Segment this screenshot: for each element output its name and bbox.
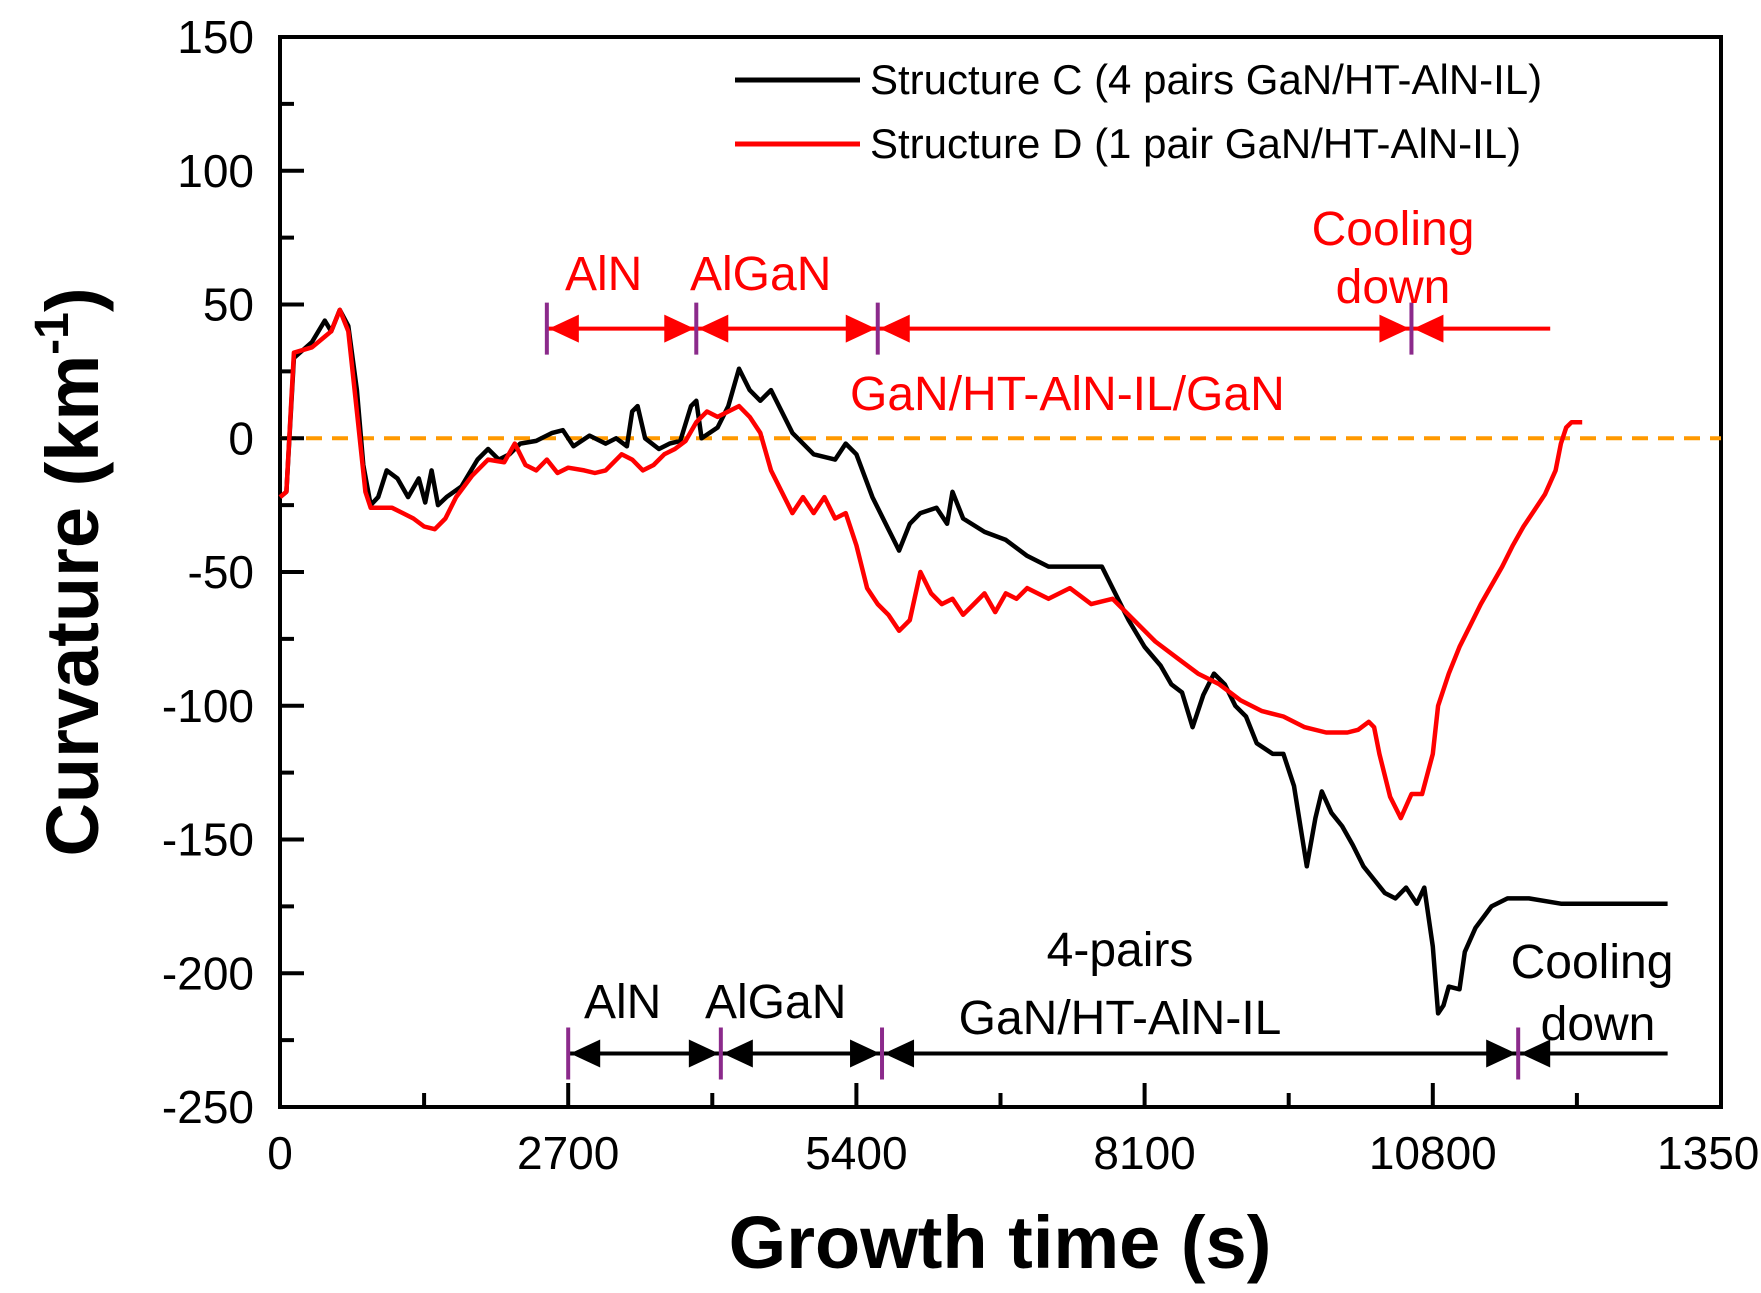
red-arrow-head-left	[1413, 314, 1444, 343]
y-tick-label: -200	[162, 947, 254, 999]
x-tick-label: 2700	[517, 1127, 619, 1179]
y-axis-title-main: Curvature (km	[31, 355, 114, 857]
y-tick-label: 50	[203, 279, 254, 331]
legend-label-structure-d: Structure D (1 pair GaN/HT-AlN-IL)	[870, 120, 1521, 167]
black-arrow-head-left	[884, 1039, 915, 1068]
black-label-algan: AlGaN	[705, 976, 846, 1029]
y-tick-label: 100	[177, 145, 254, 197]
x-axis-title: Growth time (s)	[729, 1201, 1272, 1284]
x-tick-label: 13500	[1657, 1127, 1761, 1179]
x-tick-label: 0	[267, 1127, 293, 1179]
black-arrow-head-left	[1520, 1039, 1551, 1068]
black-label-4pairs: 4-pairs	[1047, 924, 1194, 977]
red-arrow-head-right	[845, 314, 876, 343]
black-label-gan-stack: GaN/HT-AlN-IL	[959, 992, 1282, 1045]
y-axis-title-close: )	[31, 287, 114, 312]
black-label-cooling: Cooling	[1511, 936, 1674, 989]
y-tick-label: 150	[177, 11, 254, 63]
black-arrow-head-left	[722, 1039, 753, 1068]
red-label-down: down	[1336, 261, 1451, 314]
red-arrow-head-left	[698, 314, 729, 343]
y-tick-label: -250	[162, 1081, 254, 1133]
axis-ticks: 0 2700 5400 8100 10800 13500 150 100 50 0 -50 -100 -…	[162, 11, 1761, 1179]
red-arrow-head-left	[548, 314, 579, 343]
y-tick-label: 0	[228, 412, 254, 464]
black-arrow-head-left	[570, 1039, 601, 1068]
annotation-layer	[544, 302, 1668, 1080]
red-label-aln: AlN	[565, 248, 642, 301]
legend: Structure C (4 pairs GaN/HT-AlN-IL) Stru…	[735, 56, 1542, 167]
plot-frame	[278, 35, 1723, 1109]
structure-d-line	[278, 307, 1583, 821]
legend-label-structure-c: Structure C (4 pairs GaN/HT-AlN-IL)	[870, 56, 1542, 103]
red-label-algan: AlGaN	[690, 248, 831, 301]
black-label-aln: AlN	[584, 976, 661, 1029]
x-tick-label: 5400	[805, 1127, 907, 1179]
red-arrow-head-right	[664, 314, 695, 343]
series-lines	[278, 307, 1668, 1016]
black-arrow-head-right	[850, 1039, 881, 1068]
x-tick-label: 10800	[1369, 1127, 1497, 1179]
y-axis-title-superscript: -1	[26, 312, 79, 355]
red-label-cooling: Cooling	[1312, 203, 1475, 256]
y-tick-label: -50	[188, 546, 254, 598]
x-tick-label: 8100	[1093, 1127, 1195, 1179]
y-axis-title: Curvature (km-1)	[26, 287, 114, 856]
red-label-gan-stack: GaN/HT-AlN-IL/GaN	[850, 368, 1285, 421]
red-arrow-head-left	[879, 314, 910, 343]
structure-c-line	[278, 307, 1668, 1016]
y-tick-label: -100	[162, 680, 254, 732]
black-arrow-head-right	[1486, 1039, 1517, 1068]
y-tick-label: -150	[162, 814, 254, 866]
black-arrow-head-right	[688, 1039, 719, 1068]
black-label-down: down	[1541, 998, 1656, 1051]
red-arrow-head-right	[1379, 314, 1410, 343]
